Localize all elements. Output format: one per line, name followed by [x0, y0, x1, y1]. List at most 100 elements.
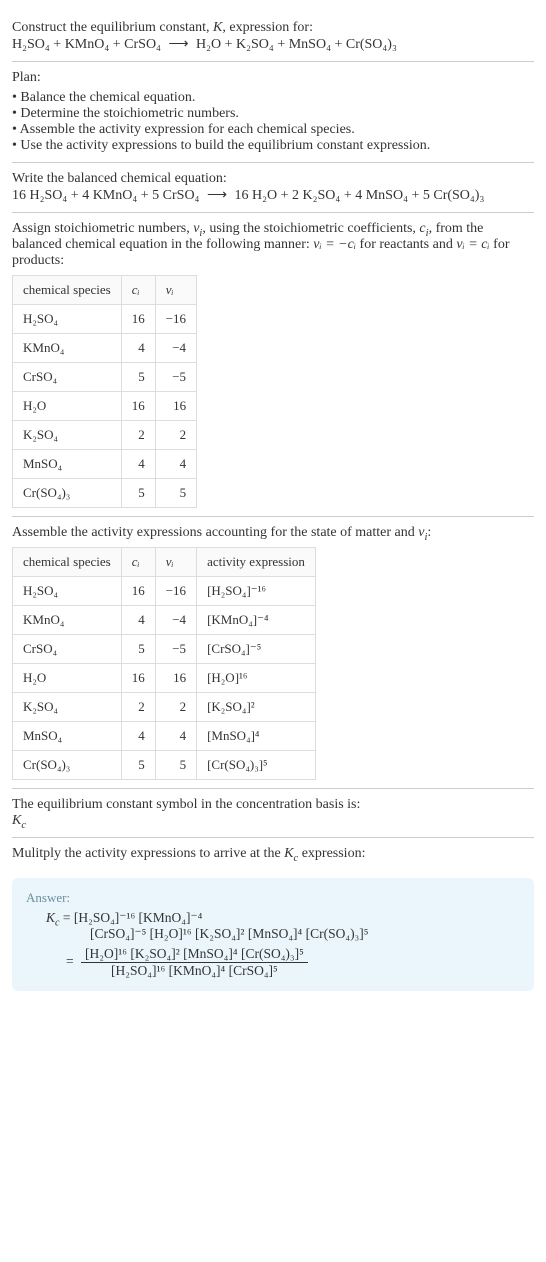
table-header-row: chemical species cᵢ νᵢ activity expressi…: [13, 548, 316, 577]
kc-k: K: [12, 813, 21, 828]
product: Cr(SO₄)₃: [346, 37, 397, 52]
cell: 4: [121, 450, 155, 479]
col-header: chemical species: [13, 548, 122, 577]
answer-line2: [CrSO₄]⁻⁵ [H₂O]¹⁶ [K₂SO₄]² [MnSO₄]⁴ [Cr(…: [46, 926, 520, 942]
cell: [MnSO₄]⁴: [197, 722, 316, 751]
table-row: H₂O1616: [13, 392, 197, 421]
cell: 4: [121, 722, 155, 751]
plan-title: Plan:: [12, 70, 534, 86]
arrow-icon: ⟶: [164, 37, 192, 52]
coef: 5: [152, 188, 159, 203]
cell: 5: [121, 479, 155, 508]
activity-title: Assemble the activity expressions accoun…: [12, 525, 534, 541]
numerator: [H₂O]¹⁶ [K₂SO₄]² [MnSO₄]⁴ [Cr(SO₄)₃]⁵: [81, 946, 308, 963]
table-row: Cr(SO₄)₃55: [13, 479, 197, 508]
plan-section: Plan: Balance the chemical equation. Det…: [12, 62, 534, 163]
ksymbol-kc: Kc: [12, 813, 534, 829]
expr-part: [H₂SO₄]⁻¹⁶ [KMnO₄]⁻⁴: [74, 910, 202, 925]
stoich-txt: Assign stoichiometric numbers,: [12, 221, 193, 236]
intro-text-a: Construct the equilibrium constant,: [12, 20, 213, 35]
cell: H₂O: [13, 664, 122, 693]
cell: 16: [121, 305, 155, 334]
cell: [H₂O]¹⁶: [197, 664, 316, 693]
intro-section: Construct the equilibrium constant, K, e…: [12, 12, 534, 62]
plan-list: Balance the chemical equation. Determine…: [12, 90, 534, 154]
relation: νᵢ = −cᵢ: [313, 237, 356, 252]
col-header: νᵢ: [155, 276, 196, 305]
col-header: cᵢ: [121, 548, 155, 577]
intro-text-b: , expression for:: [222, 20, 313, 35]
ci-header: cᵢ: [132, 282, 140, 297]
fraction: [H₂O]¹⁶ [K₂SO₄]² [MnSO₄]⁴ [Cr(SO₄)₃]⁵ [H…: [81, 946, 308, 979]
multiply-txt: expression:: [298, 846, 365, 861]
cell: 16: [155, 664, 196, 693]
denominator: [H₂SO₄]¹⁶ [KMnO₄]⁴ [CrSO₄]⁵: [81, 963, 308, 979]
cell: KMnO₄: [13, 334, 122, 363]
species: MnSO₄: [366, 188, 408, 203]
ksymbol-line1: The equilibrium constant symbol in the c…: [12, 797, 534, 813]
table-row: H₂O1616[H₂O]¹⁶: [13, 664, 316, 693]
intro-line: Construct the equilibrium constant, K, e…: [12, 20, 534, 36]
cell: 4: [121, 606, 155, 635]
plan-item: Assemble the activity expression for eac…: [12, 122, 534, 138]
table-row: KMnO₄4−4: [13, 334, 197, 363]
intro-K: K: [213, 20, 222, 35]
species: K₂SO₄: [303, 188, 341, 203]
cell: −5: [155, 635, 196, 664]
equals: =: [66, 954, 77, 969]
cell: 4: [121, 334, 155, 363]
col-header: activity expression: [197, 548, 316, 577]
table-row: KMnO₄4−4[KMnO₄]⁻⁴: [13, 606, 316, 635]
stoich-txt: for reactants and: [356, 237, 456, 252]
product: MnSO₄: [289, 37, 331, 52]
ci-header: cᵢ: [132, 554, 140, 569]
stoich-table: chemical species cᵢ νᵢ H₂SO₄16−16 KMnO₄4…: [12, 275, 197, 508]
relation: νᵢ = cᵢ: [456, 237, 489, 252]
table-row: K₂SO₄22: [13, 421, 197, 450]
cell: MnSO₄: [13, 722, 122, 751]
table-row: K₂SO₄22[K₂SO₄]²: [13, 693, 316, 722]
cell: [K₂SO₄]²: [197, 693, 316, 722]
cell: −16: [155, 577, 196, 606]
activity-table: chemical species cᵢ νᵢ activity expressi…: [12, 547, 316, 780]
cell: Cr(SO₄)₃: [13, 479, 122, 508]
cell: 16: [155, 392, 196, 421]
table-row: Cr(SO₄)₃55[Cr(SO₄)₃]⁵: [13, 751, 316, 780]
cell: H₂SO₄: [13, 577, 122, 606]
product: K₂SO₄: [236, 37, 274, 52]
table-header-row: chemical species cᵢ νᵢ: [13, 276, 197, 305]
cell: CrSO₄: [13, 635, 122, 664]
coef: 5: [423, 188, 430, 203]
reactant: CrSO₄: [124, 37, 161, 52]
cell: 4: [155, 450, 196, 479]
reactant: H₂SO₄: [12, 37, 50, 52]
kc-k: K: [284, 846, 293, 861]
balanced-equation: 16 H₂SO₄ + 4 KMnO₄ + 5 CrSO₄ ⟶ 16 H₂O + …: [12, 187, 534, 204]
answer-line1: Kc = [H₂SO₄]⁻¹⁶ [KMnO₄]⁻⁴: [46, 910, 520, 926]
cell: H₂SO₄: [13, 305, 122, 334]
plan-item: Determine the stoichiometric numbers.: [12, 106, 534, 122]
cell: 5: [121, 751, 155, 780]
answer-line3: = [H₂O]¹⁶ [K₂SO₄]² [MnSO₄]⁴ [Cr(SO₄)₃]⁵ …: [46, 946, 520, 979]
nui-header: νᵢ: [166, 282, 174, 297]
answer-label: Answer:: [26, 890, 520, 906]
reactant: KMnO₄: [65, 37, 110, 52]
coef: 4: [82, 188, 89, 203]
cell: 2: [155, 693, 196, 722]
species: Cr(SO₄)₃: [433, 188, 484, 203]
cell: Cr(SO₄)₃: [13, 751, 122, 780]
multiply-txt: Mulitply the activity expressions to arr…: [12, 846, 284, 861]
cell: −16: [155, 305, 196, 334]
activity-txt: :: [427, 525, 431, 540]
cell: 5: [121, 635, 155, 664]
answer-body: Kc = [H₂SO₄]⁻¹⁶ [KMnO₄]⁻⁴ [CrSO₄]⁻⁵ [H₂O…: [26, 910, 520, 979]
coef: 2: [292, 188, 299, 203]
cell: 4: [155, 722, 196, 751]
balanced-section: Write the balanced chemical equation: 16…: [12, 163, 534, 213]
species: KMnO₄: [93, 188, 138, 203]
cell: 2: [121, 693, 155, 722]
balanced-title: Write the balanced chemical equation:: [12, 171, 534, 187]
stoich-txt: , using the stoichiometric coefficients,: [202, 221, 419, 236]
col-header: chemical species: [13, 276, 122, 305]
stoich-text: Assign stoichiometric numbers, νi, using…: [12, 221, 534, 269]
